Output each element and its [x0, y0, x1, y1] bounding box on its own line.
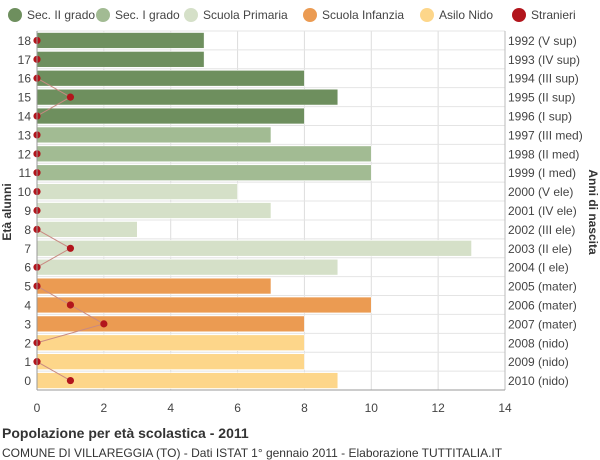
- y-tick-label-right: 1993 (IV sup): [508, 53, 580, 67]
- legend: Sec. II grado Sec. I grado Scuola Primaria…: [8, 8, 576, 22]
- legend-label: Asilo Nido: [439, 8, 493, 22]
- y-tick-label: 4: [24, 298, 31, 312]
- y-tick-label: 6: [24, 261, 31, 275]
- stranieri-point: [100, 320, 108, 328]
- y-tick-label: 5: [24, 280, 31, 294]
- legend-swatch: [420, 8, 434, 22]
- bar: [36, 240, 472, 257]
- y-tick-label: 8: [24, 223, 31, 237]
- bar: [36, 51, 205, 68]
- bar: [36, 221, 138, 238]
- stranieri-point: [66, 376, 75, 385]
- y-tick-label-right: 2008 (nido): [508, 336, 569, 350]
- bar: [36, 258, 339, 276]
- legend-label: Sec. I grado: [115, 8, 180, 22]
- y-tick-label: 10: [18, 185, 32, 199]
- y-tick-label-right: 2002 (III ele): [508, 223, 575, 237]
- y-tick-label-right: 2004 (I ele): [508, 261, 569, 275]
- x-tick-label: 10: [365, 401, 379, 415]
- y-tick-label: 3: [24, 317, 31, 331]
- legend-label: Scuola Infanzia: [322, 8, 404, 22]
- y-tick-label-right: 2006 (mater): [508, 298, 577, 312]
- y-tick-label-right: 1997 (III med): [508, 128, 583, 142]
- y-tick-label-right: 1999 (I med): [508, 166, 576, 180]
- bar: [36, 88, 339, 106]
- y-tick-label-right: 1998 (II med): [508, 147, 579, 161]
- grid: [36, 30, 506, 391]
- x-tick-label: 8: [301, 401, 308, 415]
- bars: [36, 32, 472, 389]
- y-tick-label: 17: [18, 53, 32, 67]
- bar: [36, 164, 372, 181]
- y-tick-label-right: 2000 (V ele): [508, 185, 573, 199]
- legend-swatch: [96, 8, 110, 22]
- x-tick-label: 0: [34, 401, 41, 415]
- y-tick-label-right: 1996 (I sup): [508, 110, 572, 124]
- bar: [36, 334, 305, 351]
- y-tick-label-right: 1992 (V sup): [508, 34, 577, 48]
- legend-swatch: [184, 8, 198, 22]
- bar: [36, 70, 305, 87]
- y-tick-label-right: 2001 (IV ele): [508, 204, 577, 218]
- y-tick-label: 11: [19, 166, 32, 180]
- legend-swatch: [512, 8, 526, 22]
- stranieri-point: [66, 93, 75, 101]
- y-tick-label: 13: [18, 128, 32, 142]
- bar: [36, 202, 272, 219]
- bar: [36, 145, 372, 163]
- bar: [36, 126, 272, 144]
- bar: [36, 183, 238, 200]
- legend-swatch: [8, 8, 22, 22]
- x-tick-label: 2: [101, 401, 108, 415]
- stranieri-point: [66, 244, 75, 252]
- y-tick-label: 0: [24, 374, 31, 388]
- chart-title: Popolazione per età scolastica - 2011: [2, 425, 249, 441]
- y-tick-label: 9: [24, 204, 31, 218]
- y-tick-label: 14: [18, 110, 32, 124]
- y-tick-label: 12: [18, 147, 32, 161]
- y-tick-label-right: 1995 (II sup): [508, 91, 575, 105]
- y-axis-label: Età alunni: [0, 183, 14, 240]
- chart-subtitle: COMUNE DI VILLAREGGIA (TO) - Dati ISTAT …: [2, 446, 503, 460]
- y-tick-label: 1: [24, 355, 31, 369]
- chart: Sec. II grado Sec. I grado Scuola Primaria…: [0, 8, 600, 415]
- y-tick-label-right: 2007 (mater): [508, 317, 577, 331]
- legend-label: Scuola Primaria: [203, 8, 288, 22]
- y-axis-right-label: Anni di nascita: [586, 169, 600, 255]
- bar: [36, 353, 305, 370]
- y-tick-label-right: 2003 (II ele): [508, 242, 572, 256]
- y-tick-label-right: 2009 (nido): [508, 355, 569, 369]
- y-tick-label: 16: [18, 72, 32, 86]
- bar: [36, 32, 205, 49]
- x-tick-label: 6: [234, 401, 241, 415]
- legend-label: Stranieri: [531, 8, 576, 22]
- y-tick-label: 7: [24, 242, 31, 256]
- y-tick-label: 2: [24, 336, 31, 350]
- legend-label: Sec. II grado: [27, 8, 95, 22]
- y-tick-label-right: 2005 (mater): [508, 280, 577, 294]
- stranieri-point: [66, 301, 75, 309]
- bar: [36, 372, 339, 389]
- y-tick-label-right: 1994 (III sup): [508, 72, 579, 86]
- legend-swatch: [303, 8, 317, 22]
- bar: [36, 277, 272, 295]
- x-tick-label: 14: [498, 401, 512, 415]
- bar: [36, 296, 372, 314]
- y-tick-label-right: 2010 (nido): [508, 374, 569, 388]
- bar: [36, 107, 305, 125]
- x-tick-label: 12: [431, 401, 445, 415]
- y-tick-label: 18: [18, 34, 32, 48]
- bar: [36, 315, 305, 333]
- x-tick-label: 4: [167, 401, 174, 415]
- y-tick-label: 15: [18, 91, 32, 105]
